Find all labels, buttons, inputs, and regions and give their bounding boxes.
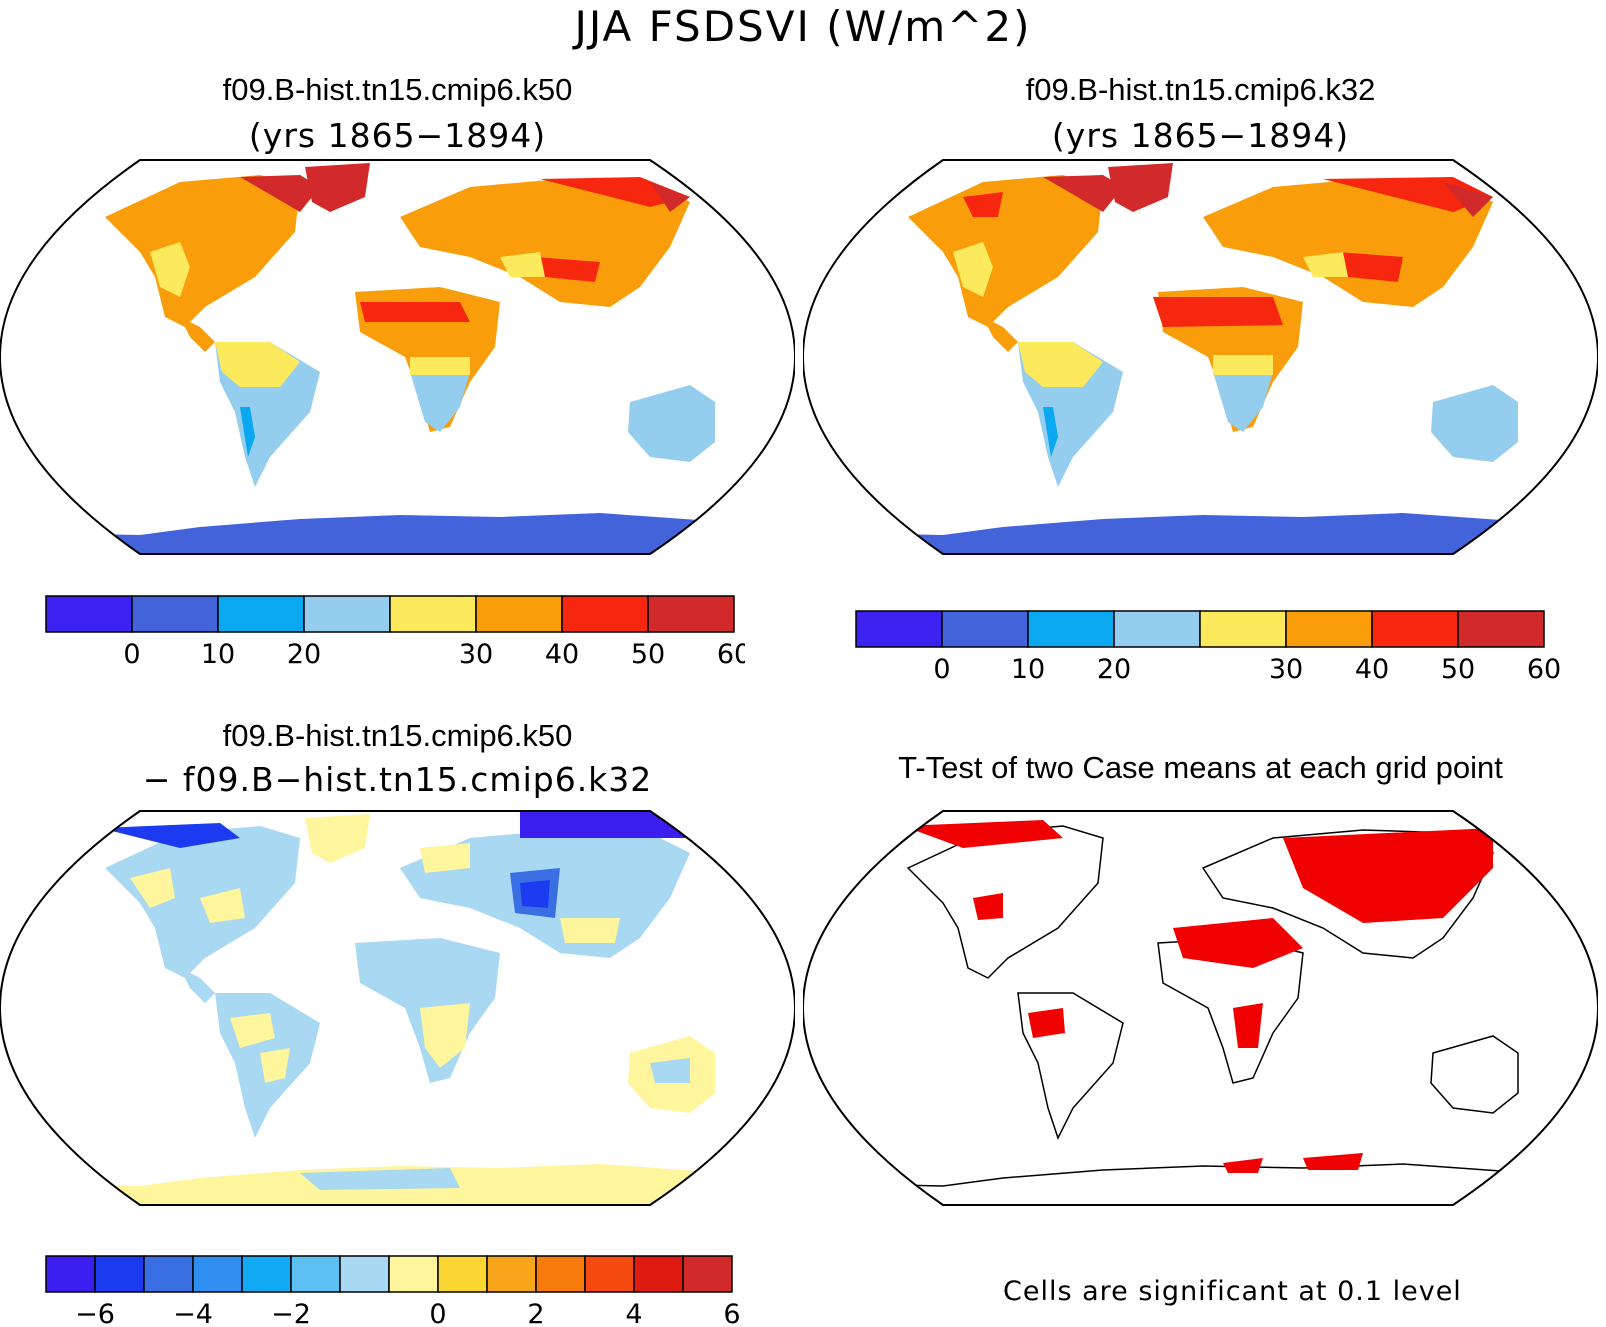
panel-k50-title: f09.B-hist.tn15.cmip6.k50 <box>222 72 573 107</box>
colorbar-tick-label: 0 <box>933 654 950 685</box>
colorbar-swatch <box>1113 610 1201 648</box>
antarctica-shape <box>0 513 795 554</box>
greenland-shape <box>305 163 370 212</box>
colorbar-swatch <box>94 1255 145 1293</box>
panel-k32-title: f09.B-hist.tn15.cmip6.k32 <box>1025 72 1376 107</box>
map-panel-ttest <box>803 810 1598 1206</box>
colorbar-tick-label: 6 <box>723 1299 740 1327</box>
colorbar-tick-label: 30 <box>459 639 493 670</box>
eurasia-shape <box>1203 179 1493 307</box>
colorbar-swatch <box>475 595 563 633</box>
panel-ttest-title: T-Test of two Case means at each grid po… <box>898 750 1503 785</box>
colorbar-swatch <box>45 595 133 633</box>
colorbar-tick-label: 10 <box>201 639 235 670</box>
panel-diff-subtitle: − f09.B−hist.tn15.cmip6.k32 <box>142 760 653 799</box>
figure-title: JJA FSDSVI (W/m^2) <box>574 2 1032 51</box>
colorbar-tick-label: 60 <box>717 639 745 670</box>
colorbar-tick-label: 0 <box>429 1299 446 1327</box>
significance-note: Cells are significant at 0.1 level <box>1003 1276 1462 1307</box>
australia-shape <box>1431 385 1518 462</box>
greenland-shape <box>305 814 370 863</box>
colorbar-swatch <box>1027 610 1115 648</box>
panel-k32-subtitle: (yrs 1865−1894) <box>1051 116 1350 155</box>
colorbar-tick-label: 0 <box>123 639 140 670</box>
colorbar-swatch <box>437 1255 488 1293</box>
colorbar-swatch <box>561 595 649 633</box>
colorbar-diff: −6 −4 −2 0 2 4 6 <box>45 1255 741 1327</box>
colorbar-tick-label: 10 <box>1011 654 1045 685</box>
colorbar-tick-label: 40 <box>545 639 579 670</box>
colorbar-swatch <box>486 1255 537 1293</box>
colorbar-swatch <box>633 1255 684 1293</box>
map-panel-k50 <box>0 159 795 555</box>
central-america-shape <box>180 968 215 1003</box>
colorbar-tick-label: −6 <box>75 1299 115 1327</box>
colorbar-swatch <box>941 610 1029 648</box>
colorbar-tick-label: 40 <box>1355 654 1389 685</box>
colorbar-swatch <box>535 1255 586 1293</box>
eurasia-shape <box>400 179 690 307</box>
colorbar-swatch <box>217 595 305 633</box>
north-america-shape <box>908 175 1103 327</box>
antarctica-shape <box>803 1163 1598 1205</box>
central-america-shape <box>983 317 1018 352</box>
greenland-shape <box>1108 163 1173 212</box>
colorbar-tick-label: 20 <box>1097 654 1131 685</box>
colorbar-tick-label: 2 <box>527 1299 544 1327</box>
map-panel-diff <box>0 810 795 1206</box>
central-america-shape <box>180 317 215 352</box>
colorbar-swatch <box>303 595 391 633</box>
colorbar-tick-label: 20 <box>287 639 321 670</box>
colorbar-k32: 0 10 20 30 40 50 60 <box>855 610 1560 685</box>
panel-k50-subtitle: (yrs 1865−1894) <box>248 116 547 155</box>
colorbar-swatch <box>388 1255 439 1293</box>
north-america-shape <box>906 825 1104 979</box>
colorbar-tick-label: −2 <box>271 1299 311 1327</box>
colorbar-tick-label: 30 <box>1269 654 1303 685</box>
colorbar-swatch <box>584 1255 635 1293</box>
australia-shape <box>1430 1035 1519 1114</box>
colorbar-swatch <box>45 1255 96 1293</box>
colorbar-swatch <box>1457 610 1545 648</box>
colorbar-swatch <box>1371 610 1459 648</box>
colorbar-tick-label: 50 <box>1441 654 1475 685</box>
colorbar-swatch <box>389 595 477 633</box>
colorbar-swatch <box>339 1255 390 1293</box>
colorbar-tick-label: 4 <box>625 1299 642 1327</box>
colorbar-swatch <box>290 1255 341 1293</box>
colorbar-swatch <box>131 595 219 633</box>
colorbar-swatch <box>682 1255 733 1293</box>
colorbar-swatch <box>1199 610 1287 648</box>
north-america-shape <box>105 175 300 327</box>
colorbar-swatch <box>1285 610 1373 648</box>
colorbar-tick-label: −4 <box>173 1299 213 1327</box>
colorbar-swatch <box>855 610 943 648</box>
colorbar-swatch <box>143 1255 194 1293</box>
map-panel-k32 <box>803 159 1598 555</box>
colorbar-k50: 0 10 20 30 40 50 60 <box>45 595 745 670</box>
panel-diff-title: f09.B-hist.tn15.cmip6.k50 <box>222 718 573 753</box>
colorbar-swatch <box>192 1255 243 1293</box>
colorbar-tick-label: 50 <box>631 639 665 670</box>
colorbar-swatch <box>241 1255 292 1293</box>
colorbar-swatch <box>647 595 735 633</box>
colorbar-tick-label: 60 <box>1527 654 1560 685</box>
australia-shape <box>628 385 715 462</box>
antarctica-shape <box>803 513 1598 554</box>
